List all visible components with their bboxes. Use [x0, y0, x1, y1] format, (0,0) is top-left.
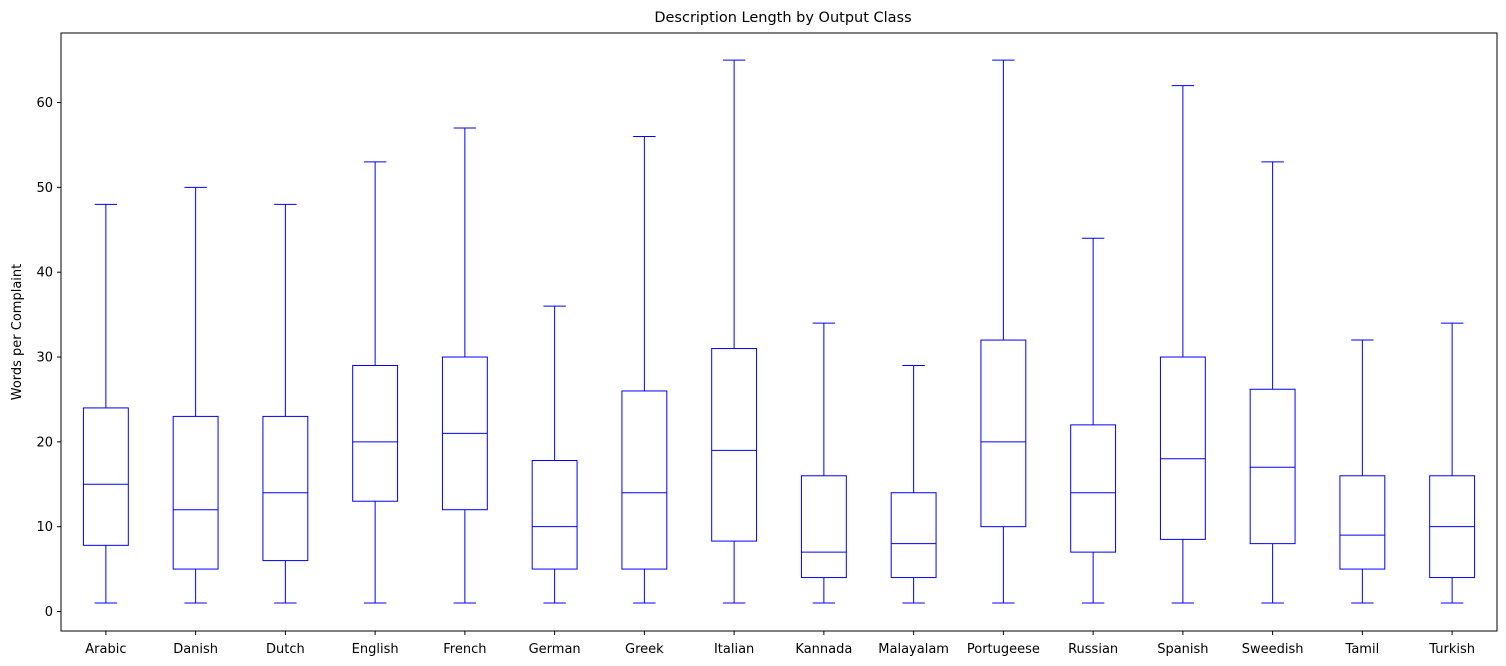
box-german	[531, 460, 578, 570]
box-dutch	[262, 415, 309, 562]
box-malayalam	[890, 492, 937, 579]
y-tick-label: 30	[36, 351, 53, 366]
box-russian	[1070, 424, 1117, 553]
y-tick-label: 60	[36, 96, 53, 111]
plot-frame	[60, 32, 1498, 632]
x-tick-label: Dutch	[266, 642, 305, 657]
box-greek	[621, 390, 668, 570]
x-tick-label: Tamil	[1345, 642, 1380, 657]
box-sweedish	[1249, 388, 1296, 545]
y-axis-label: Words per Complaint	[10, 264, 25, 401]
x-tick-label: German	[529, 642, 581, 657]
box-kannada	[800, 475, 847, 579]
x-tick-label: Italian	[714, 642, 754, 657]
chart-title: Description Length by Output Class	[654, 10, 911, 26]
box-tamil	[1339, 475, 1386, 570]
x-tick-label: Turkish	[1428, 642, 1475, 657]
box-spanish	[1159, 356, 1206, 540]
y-tick-label: 10	[36, 520, 53, 535]
x-tick-label: Arabic	[85, 642, 126, 657]
box-danish	[172, 415, 219, 570]
x-tick-label: French	[443, 642, 486, 657]
x-tick-label: Greek	[625, 642, 664, 657]
x-tick-label: Kannada	[795, 642, 852, 657]
box-arabic	[82, 407, 129, 546]
plot-area: 0 10 20 30 40 50 60 Arabic Danish Dutch English Fre…	[36, 32, 1498, 657]
x-tick-label: Sweedish	[1242, 642, 1304, 657]
y-tick-label: 20	[36, 435, 53, 450]
x-tick-label: Russian	[1068, 642, 1118, 657]
x-tick-label: Spanish	[1157, 642, 1208, 657]
x-tick-label: Danish	[173, 642, 218, 657]
box-english	[352, 365, 399, 502]
y-tick-label: 40	[36, 266, 53, 281]
y-tick-label: 0	[45, 605, 53, 620]
x-tick-label: Portugeese	[967, 642, 1040, 657]
x-tick-label: English	[352, 642, 399, 657]
box-portugeese	[980, 339, 1027, 528]
box-italian	[711, 348, 758, 542]
y-tick-label: 50	[36, 181, 53, 196]
x-tick-label: Malayalam	[878, 642, 949, 657]
